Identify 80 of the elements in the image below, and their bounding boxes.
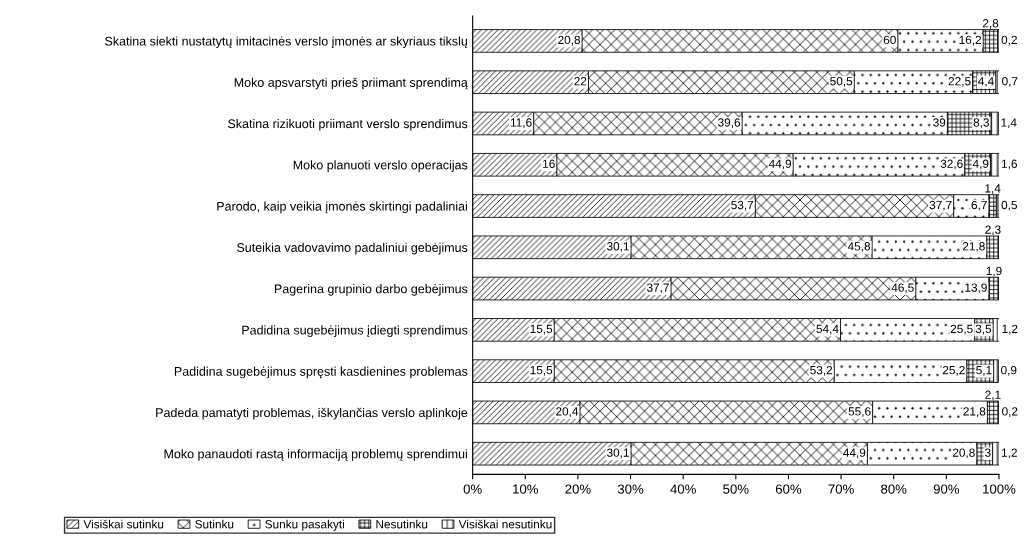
data-label: 15,5: [530, 324, 553, 335]
data-label: 16: [543, 159, 555, 168]
x-tick-label: 30%: [617, 484, 644, 494]
data-label: 1,9: [986, 266, 1002, 277]
data-label: 1,4: [985, 184, 1001, 194]
y-tick-label: Padidina sugebėjimus įdiegti sprendimus: [242, 325, 468, 337]
data-label: 3: [984, 448, 991, 457]
data-label: 20,8: [952, 448, 975, 459]
data-label: 1,2: [1002, 324, 1018, 335]
data-label: 39,6: [718, 118, 741, 129]
x-tick-label: 100%: [983, 484, 1016, 494]
data-label: 55,6: [848, 407, 871, 417]
y-tick-label: Skatina siekti nustatytų imitacinės verslo įmonės ar skyriaus tikslų: [105, 36, 468, 49]
x-tick-label: 40%: [670, 484, 696, 494]
data-label: 45,8: [847, 242, 871, 252]
legend-label: Visiškai nesutinku: [458, 519, 552, 529]
data-label: 2,3: [985, 225, 1001, 236]
data-label: 21,8: [962, 242, 985, 252]
y-tick-label: Padidina sugebėjimus spręsti kasdienines problemas: [174, 366, 468, 379]
data-label: 1,2: [1001, 448, 1017, 459]
data-label: 2,8: [982, 19, 999, 29]
data-label: 11,6: [510, 118, 532, 129]
data-label: 53,2: [810, 365, 833, 376]
data-label: 8,3: [973, 118, 989, 129]
y-tick-label: Moko apsvarstyti prieš priimant sprendimą: [234, 77, 468, 90]
y-tick-label: Skatina rizikuoti priimant verslo sprendimus: [228, 118, 468, 131]
x-tick-label: 70%: [828, 484, 854, 494]
data-label: 60: [883, 35, 896, 45]
data-label: 22: [574, 77, 587, 86]
y-tick-label: Moko planuoti verslo operacijas: [293, 160, 468, 172]
data-label: 53,7: [731, 200, 754, 211]
data-label: 20,8: [558, 35, 581, 46]
x-tick-label: 50%: [723, 484, 749, 494]
data-label: 0,2: [1002, 407, 1018, 417]
data-label: 54,4: [816, 324, 839, 335]
data-label: 22,5: [948, 77, 971, 87]
data-label: 44,9: [843, 448, 866, 459]
x-tick-label: 80%: [881, 484, 907, 494]
y-tick-label: Moko panaudoti rastą informaciją problemų sprendimui: [164, 449, 467, 461]
data-label: 46,5: [891, 283, 914, 294]
data-label: 3,5: [975, 324, 992, 335]
data-label: 21,8: [963, 407, 986, 417]
data-label: 4,4: [978, 77, 994, 87]
data-label: 37,7: [929, 200, 952, 211]
data-label: 15,5: [530, 366, 553, 376]
legend-label: Nesutinku: [376, 519, 428, 529]
data-label: 2,1: [985, 390, 1001, 401]
data-label: 5,1: [976, 366, 992, 376]
data-label: 25,5: [950, 324, 973, 335]
y-tick-label: Suteikia vadovavimo padaliniui gebėjimus: [236, 242, 468, 255]
data-label: 1,4: [1001, 118, 1017, 129]
data-label: 13,9: [965, 283, 987, 294]
data-label: 44,9: [768, 159, 792, 170]
x-tick-label: 20%: [565, 484, 591, 494]
data-label: 25,2: [942, 365, 965, 376]
data-label: 0,2: [1001, 35, 1017, 46]
data-label: 4,9: [972, 159, 989, 170]
y-tick-label: Parodo, kaip veikia įmonės skirtingi padaliniai: [217, 201, 467, 214]
x-tick-label: 60%: [775, 484, 802, 494]
data-label: 6,7: [971, 200, 987, 211]
data-label: 37,7: [646, 283, 669, 294]
legend-label: Sunku pasakyti: [265, 519, 344, 531]
y-tick-label: Pagerina grupinio darbo gebėjimus: [274, 284, 468, 296]
legend-label: Sutinku: [195, 519, 234, 529]
data-label: 30,1: [606, 242, 629, 252]
data-label: 50,5: [830, 77, 853, 87]
data-label: 1,6: [1001, 159, 1017, 170]
data-label: 0,5: [1001, 200, 1017, 211]
data-label: 39: [933, 118, 946, 127]
x-tick-label: 90%: [933, 484, 960, 494]
x-tick-label: 0%: [463, 484, 482, 494]
data-label: 32,6: [940, 159, 963, 170]
data-label: 30,1: [606, 448, 629, 459]
data-label: 0,9: [1001, 365, 1017, 376]
data-label: 20,4: [556, 407, 579, 417]
data-label: 0,7: [1002, 77, 1018, 87]
y-tick-label: Padeda pamatyti problemas, iškylančias verslo aplinkoje: [156, 407, 468, 420]
x-tick-label: 10%: [513, 484, 539, 494]
data-label: 16,2: [959, 35, 982, 46]
legend-label: Visiškai sutinku: [83, 519, 164, 529]
